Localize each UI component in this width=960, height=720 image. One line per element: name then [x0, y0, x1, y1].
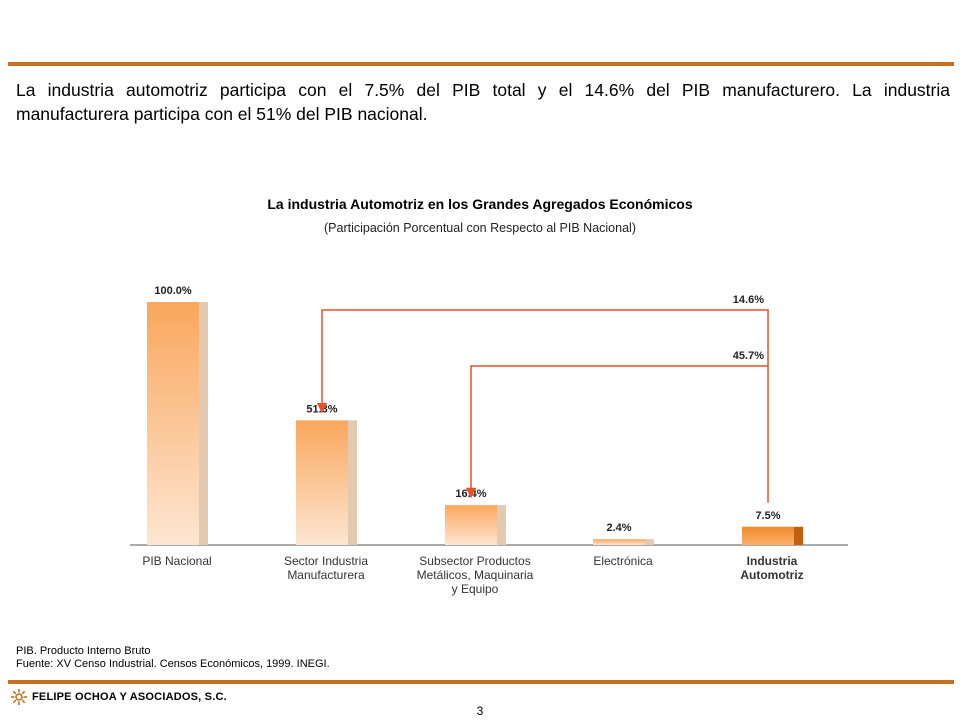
annotation-label-0: 14.6%: [733, 294, 764, 306]
intro-line-1: La industria automotriz participa con el…: [16, 80, 950, 100]
category-label-2-2: y Equipo: [452, 582, 499, 596]
chart-subtitle: (Participación Porcentual con Respecto a…: [324, 221, 636, 235]
value-label-3: 2.4%: [606, 522, 631, 534]
bar-4: [742, 526, 794, 545]
bar-side-4: [794, 526, 803, 545]
page-number: 3: [476, 704, 484, 718]
sun-logo-icon: [11, 689, 27, 705]
top-rule: [8, 62, 954, 66]
bar-1: [296, 420, 348, 545]
category-label-1-1: Manufacturera: [287, 568, 365, 582]
bar-2: [445, 505, 497, 545]
note-pib: PIB. Producto Interno Bruto: [16, 645, 151, 657]
bar-side-1: [348, 420, 357, 545]
annotation-label-1: 45.7%: [733, 350, 764, 362]
bar-side-2: [497, 505, 506, 545]
company-name: FELIPE OCHOA Y ASOCIADOS, S.C.: [32, 691, 227, 703]
category-label-1-0: Sector Industria: [284, 554, 368, 568]
intro-line-2: manufacturera participa con el 51% del P…: [16, 104, 428, 124]
bar-side-3: [645, 539, 654, 545]
annotation-arrow-0: [316, 309, 769, 503]
value-label-0: 100.0%: [154, 285, 192, 297]
category-label-4-0: Industria: [747, 554, 798, 568]
bar-3: [593, 539, 645, 545]
bottom-rule: [8, 680, 954, 684]
chart-notes: PIB. Producto Interno Bruto Fuente: XV C…: [16, 645, 330, 671]
annotation-arrow-1: [465, 365, 768, 499]
value-label-4: 7.5%: [755, 510, 780, 522]
chart-title: La industria Automotriz en los Grandes A…: [267, 196, 693, 212]
category-label-2-1: Metálicos, Maquinaria: [417, 568, 534, 582]
bar-0: [147, 302, 199, 545]
note-source: Fuente: XV Censo Industrial. Censos Econ…: [16, 658, 330, 670]
category-label-2-0: Subsector Productos: [419, 554, 530, 568]
category-label-4-1: Automotriz: [740, 568, 803, 582]
category-label-3-0: Electrónica: [593, 554, 653, 568]
intro-paragraph: La industria automotriz participa con el…: [16, 78, 950, 126]
company-logo: FELIPE OCHOA Y ASOCIADOS, S.C.: [10, 688, 227, 706]
bar-side-0: [199, 302, 208, 545]
category-label-0-0: PIB Nacional: [142, 554, 211, 568]
